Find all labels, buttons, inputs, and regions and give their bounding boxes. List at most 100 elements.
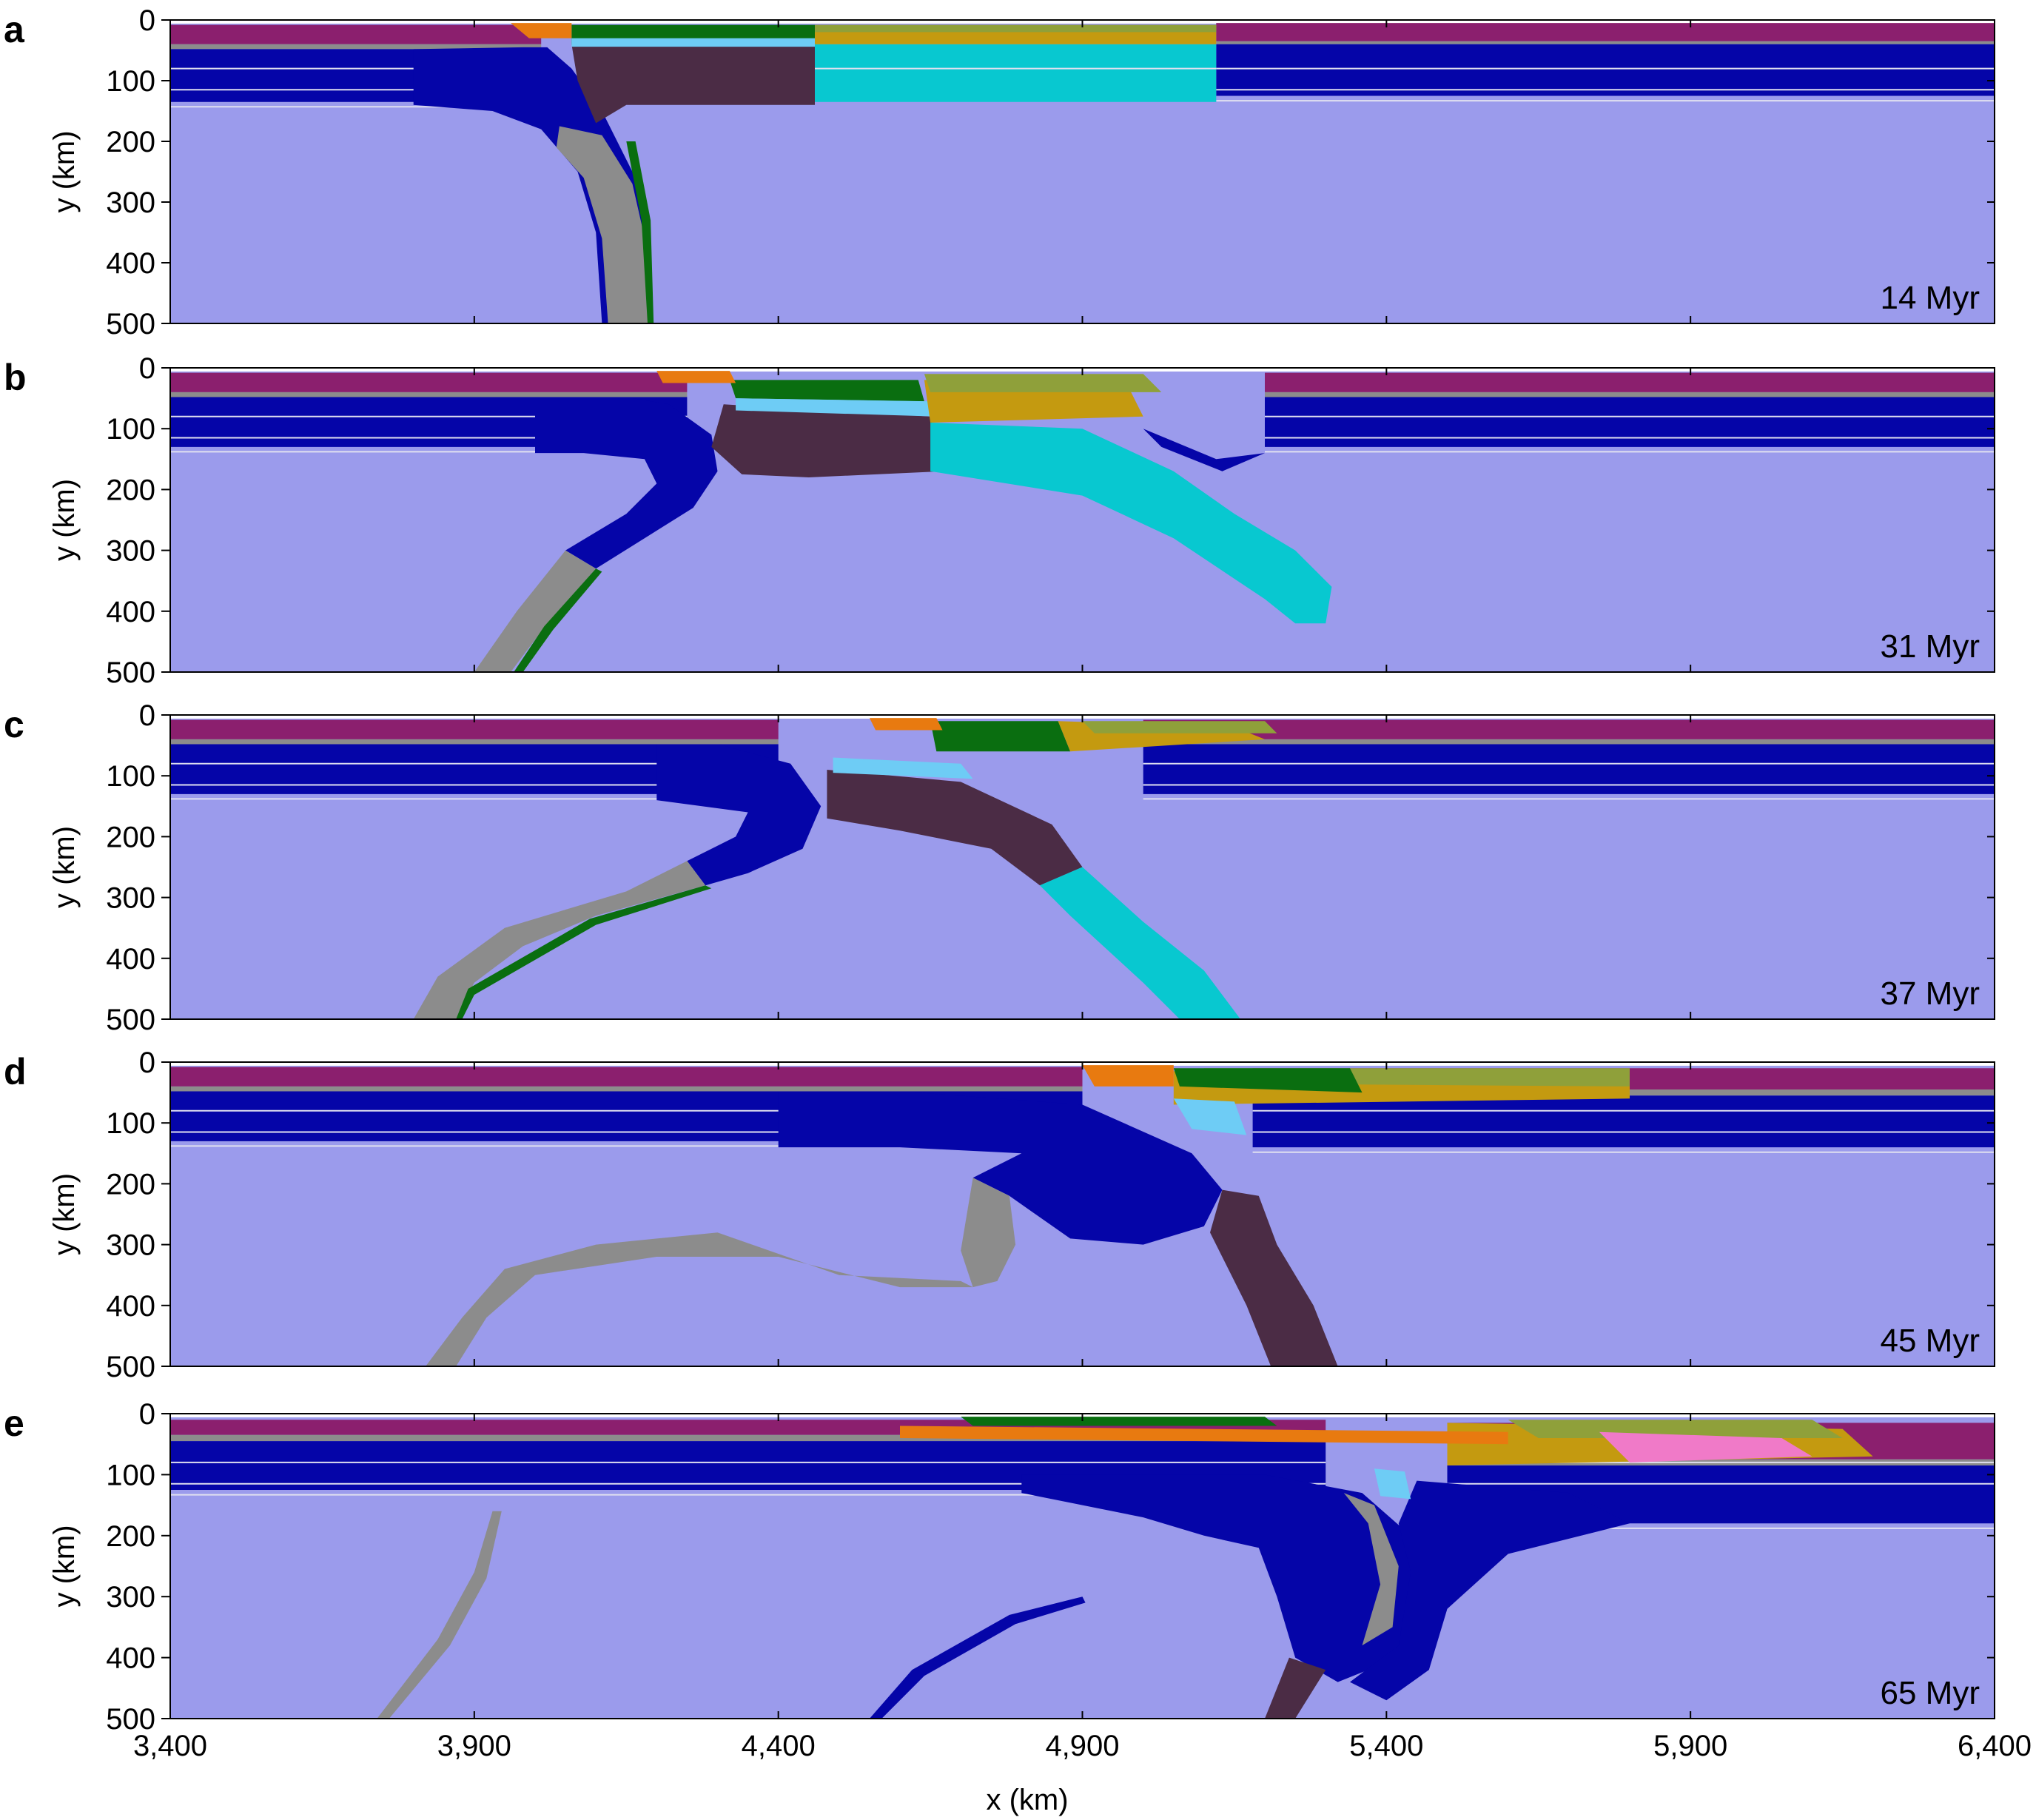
y-tick-label: 200	[106, 1168, 155, 1201]
slab-weak-band	[1343, 1493, 1399, 1646]
wedge-sediments	[511, 23, 572, 38]
x-tick-label: 3,900	[437, 1730, 511, 1762]
y-tick-label: 400	[106, 247, 155, 280]
y-tick-label: 0	[139, 1047, 155, 1079]
panel-letter: a	[4, 9, 25, 50]
y-tick-label: 0	[139, 352, 155, 385]
light-blue-band	[833, 757, 973, 779]
plate-c-crust	[961, 1417, 1277, 1426]
y-tick-label: 300	[106, 1229, 155, 1262]
panel-b: 0 100 200 300 400 500 y (km) b 31 Myr	[4, 352, 1995, 689]
subducting-slab	[535, 397, 718, 569]
wedge-sediments	[1082, 1065, 1174, 1087]
panel-a: 0 100 200 300 400 500 y (km) a 14 Myr	[4, 4, 1995, 340]
plate-c-mantle	[1265, 1657, 1326, 1719]
x-tick-label: 4,900	[1045, 1730, 1119, 1762]
lithospheric-mantle	[1252, 1095, 1995, 1148]
weak-layer	[1143, 739, 1995, 745]
subducting-slab	[413, 47, 651, 323]
x-tick-label: 3,400	[133, 1730, 207, 1762]
panel-letter: b	[4, 357, 27, 398]
x-tick-label: 6,400	[1958, 1730, 2032, 1762]
slab-green-edge	[626, 141, 654, 323]
x-axis-label: x (km)	[986, 1784, 1068, 1816]
panel-e: 0 100 200 300 400 500 y (km) e 65 Myr	[4, 1398, 1995, 1736]
upper-crust	[1143, 719, 1995, 739]
y-tick-label: 200	[106, 1520, 155, 1553]
upper-crust	[170, 24, 542, 44]
slab-weak-drip	[961, 1178, 1016, 1288]
upper-crust	[170, 372, 688, 392]
plate-d-mantle	[1040, 867, 1241, 1019]
weak-layer	[170, 44, 542, 50]
y-tick-label: 100	[106, 1459, 155, 1491]
weak-layer	[1265, 392, 1995, 397]
panel-letter: e	[4, 1403, 24, 1444]
lithospheric-mantle	[1265, 397, 1995, 447]
y-tick-label: 300	[106, 882, 155, 915]
light-blue-band	[736, 398, 937, 417]
plate-c-mantle	[1210, 1189, 1338, 1366]
upper-crust	[170, 1067, 1083, 1087]
plate-c-mantle	[571, 44, 815, 124]
y-tick-label: 200	[106, 126, 155, 158]
weak-layer	[170, 739, 779, 745]
panel-c: 0 100 200 300 400 500 y (km) c 37 Myr	[4, 699, 1995, 1036]
time-label: 65 Myr	[1881, 1675, 1980, 1711]
upper-crust	[1265, 372, 1995, 392]
y-tick-label: 500	[106, 657, 155, 689]
light-blue-band	[1173, 1098, 1247, 1135]
y-tick-label: 500	[106, 308, 155, 340]
y-tick-label: 100	[106, 1107, 155, 1140]
subducting-slab	[1021, 1474, 1423, 1682]
slab-tail	[413, 861, 706, 1019]
y-tick-label: 200	[106, 474, 155, 506]
plate-d-mantle	[930, 423, 1332, 624]
panels: 0 100 200 300 400 500 y (km) a 14 Myr 0 100 200 300 4…	[4, 4, 1995, 1736]
y-axis-label: y (km)	[48, 1173, 81, 1255]
pink-crust	[1599, 1431, 1812, 1463]
subducting-slab	[778, 1091, 1223, 1245]
slab-tail	[474, 550, 597, 672]
plate-d-top	[1508, 1420, 1843, 1438]
light-blue-band	[571, 38, 815, 47]
x-tick-label: 4,400	[742, 1730, 816, 1762]
plate-d-mantle	[815, 44, 1217, 102]
x-tick-label: 5,900	[1653, 1730, 1727, 1762]
plate-c-mantle	[827, 770, 1083, 886]
x-tick-label: 5,400	[1349, 1730, 1423, 1762]
wedge-sediments	[869, 718, 943, 731]
wedge-sediments	[656, 371, 736, 383]
slab-tail	[426, 1232, 973, 1366]
time-label: 14 Myr	[1881, 280, 1980, 316]
lithospheric-mantle	[1216, 44, 1995, 96]
model-section	[170, 20, 1995, 323]
model-section	[170, 1062, 1995, 1366]
light-blue-band	[1374, 1468, 1411, 1500]
plate-c-crust	[930, 721, 1071, 752]
y-tick-label: 400	[106, 1290, 155, 1323]
panel-d: 0 100 200 300 400 500 y (km) d 45 Myr	[4, 1047, 1995, 1383]
time-label: 31 Myr	[1881, 628, 1980, 665]
plate-c-crust	[729, 380, 924, 402]
time-label: 45 Myr	[1881, 1323, 1980, 1359]
y-tick-label: 500	[106, 1703, 155, 1736]
lithospheric-mantle	[1143, 744, 1995, 794]
plate-c-mantle	[711, 404, 943, 477]
y-axis-label: y (km)	[48, 1525, 81, 1607]
y-tick-label: 500	[106, 1351, 155, 1383]
upper-crust	[170, 719, 779, 739]
x-axis: x (km) 3,400 3,900 4,400 4,900 5,400 5,900 6,4…	[133, 1730, 2032, 1816]
model-section	[170, 368, 1995, 672]
plate-d-top	[924, 374, 1162, 392]
y-axis-label: y (km)	[48, 130, 81, 212]
model-section	[170, 1414, 1995, 1719]
slab-weak-zone	[556, 126, 651, 323]
model-section	[170, 715, 1995, 1019]
weak-layer	[170, 392, 688, 397]
weak-layer	[170, 1086, 1083, 1092]
y-tick-label: 300	[106, 187, 155, 219]
y-tick-label: 100	[106, 65, 155, 98]
panel-letter: d	[4, 1051, 27, 1092]
